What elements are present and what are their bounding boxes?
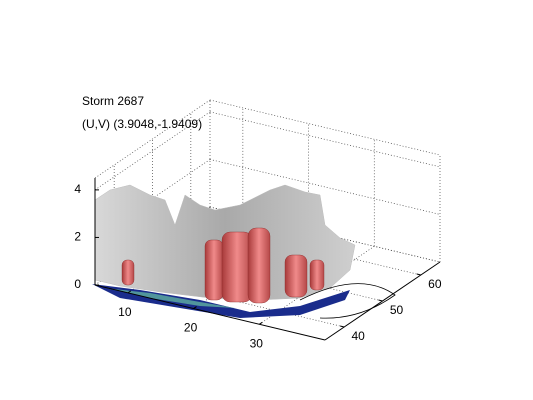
z-tick-label: 4 (74, 182, 81, 196)
grid-line (209, 111, 441, 168)
x-axis (94, 284, 326, 341)
red-core (247, 227, 271, 304)
red-core (284, 254, 308, 298)
chart-subtitle: (U,V) (3.9048,-1.9409) (82, 117, 202, 131)
y-tick-label: 40 (351, 329, 365, 343)
grid-line (209, 159, 441, 215)
box-edge (209, 99, 441, 156)
x-tick-label: 20 (184, 321, 198, 335)
red-core (121, 259, 135, 286)
floor-patch-inner (105, 288, 235, 308)
red-core (204, 239, 224, 301)
grid-line (94, 111, 211, 191)
y-tick-label: 50 (390, 303, 404, 317)
y-tick (378, 299, 383, 302)
y-tick-label: 60 (428, 277, 442, 291)
red-core (309, 259, 325, 291)
isosurface (92, 184, 396, 319)
x-tick-label: 30 (250, 336, 264, 350)
z-tick-label: 2 (74, 230, 81, 244)
z-tick-label: 0 (74, 277, 81, 291)
y-axis (324, 261, 441, 341)
x-tick-label: 10 (118, 305, 132, 319)
red-core (221, 231, 253, 303)
box-edge (94, 99, 211, 179)
floor-patch (92, 284, 350, 318)
contour (299, 283, 396, 319)
y-tick (416, 273, 421, 276)
red-cores (121, 227, 325, 304)
y-tick (340, 325, 345, 328)
chart-title: Storm 2687 (82, 94, 144, 108)
axes: 10 20 30 40 50 60 0 2 4 (74, 178, 442, 350)
